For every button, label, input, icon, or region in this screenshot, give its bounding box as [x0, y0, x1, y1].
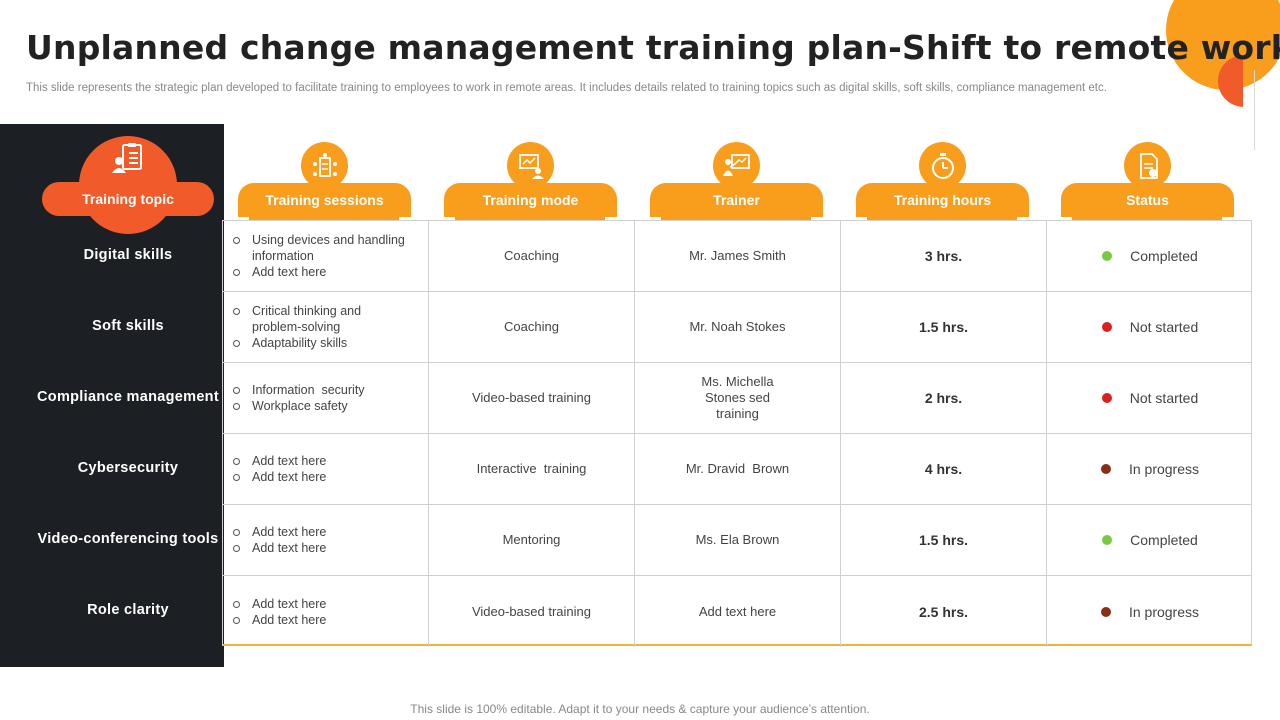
sessions-cell: Critical thinking and problem-solving Ad… — [223, 292, 429, 362]
topic-label: Digital skills — [83, 247, 173, 263]
status-dot — [1101, 393, 1112, 403]
header-trainer: Trainer — [650, 183, 823, 217]
stopwatch-icon — [919, 142, 966, 189]
hours-cell: 1.5 hrs. — [841, 292, 1047, 362]
status-dot — [1100, 464, 1111, 474]
session-item: Critical thinking and problem-solving — [233, 303, 373, 335]
sessions-cell: Add text here Add text here — [223, 576, 429, 647]
status-text: Completed — [1130, 532, 1198, 548]
topic-label: Compliance management — [37, 389, 219, 405]
status-document-icon — [1124, 142, 1171, 189]
status-text: Not started — [1129, 390, 1199, 406]
mode-cell: Mentoring — [429, 505, 635, 575]
header-training-hours: Training hours — [856, 183, 1029, 217]
table-row: Information security Workplace safety Vi… — [223, 363, 1251, 434]
trainer-cell: Mr. James Smith — [635, 221, 841, 291]
presentation-screen-icon — [507, 142, 554, 189]
status-text: Completed — [1130, 248, 1198, 264]
hours-cell: 3 hrs. — [841, 221, 1047, 291]
hours-cell: 1.5 hrs. — [841, 505, 1047, 575]
status-dot — [1100, 606, 1111, 617]
trainer-cell: Ms. Michella Stones sed training — [635, 363, 841, 433]
header-status: Status — [1061, 183, 1234, 217]
table-row: Critical thinking and problem-solving Ad… — [223, 292, 1251, 363]
topic-label: Video-conferencing tools — [37, 531, 219, 547]
header-training-sessions: Training sessions — [238, 183, 411, 217]
session-item: Add text here — [233, 469, 326, 485]
status-cell: In progress — [1047, 576, 1253, 647]
sessions-cell: Using devices and handling information A… — [223, 221, 429, 291]
header-training-topic: Training topic — [42, 182, 214, 216]
sessions-cell: Add text here Add text here — [223, 505, 429, 575]
building-network-icon — [301, 142, 348, 189]
status-dot — [1102, 251, 1113, 261]
session-item: Add text here — [233, 596, 326, 612]
decorative-line — [1254, 70, 1255, 150]
header-underline — [661, 217, 811, 220]
header-underline — [455, 217, 605, 220]
table-row: Add text here Add text here Interactive … — [223, 434, 1251, 505]
status-dot — [1102, 535, 1113, 545]
status-text: Not started — [1129, 319, 1199, 335]
training-plan-table: Using devices and handling information A… — [222, 220, 1252, 647]
sessions-cell: Add text here Add text here — [223, 434, 429, 504]
session-item: Adaptability skills — [233, 335, 373, 351]
sessions-cell: Information security Workplace safety — [223, 363, 429, 433]
topic-label: Role clarity — [87, 602, 169, 618]
trainer-cell: Mr. Dravid Brown — [635, 434, 841, 504]
mode-cell: Coaching — [429, 292, 635, 362]
table-row: Using devices and handling information A… — [223, 221, 1251, 292]
status-cell: Not started — [1047, 292, 1253, 362]
session-item: Add text here — [233, 612, 326, 628]
mode-cell: Video-based training — [429, 363, 635, 433]
trainer-cell: Add text here — [635, 576, 841, 647]
session-item: Add text here — [233, 524, 326, 540]
trainer-cell: Mr. Noah Stokes — [635, 292, 841, 362]
hours-cell: 2.5 hrs. — [841, 576, 1047, 647]
mode-cell: Coaching — [429, 221, 635, 291]
topic-label: Soft skills — [92, 318, 164, 334]
status-cell: Not started — [1047, 363, 1253, 433]
status-dot — [1101, 322, 1112, 332]
table-row: Add text here Add text here Mentoring Ms… — [223, 505, 1251, 576]
slide-footer: This slide is 100% editable. Adapt it to… — [410, 702, 870, 716]
header-underline — [867, 217, 1017, 220]
trainer-cell: Ms. Ela Brown — [635, 505, 841, 575]
header-underline — [249, 217, 399, 220]
session-item: Information security — [233, 382, 365, 398]
slide-subtitle: This slide represents the strategic plan… — [26, 82, 1107, 94]
status-text: In progress — [1128, 603, 1200, 620]
trainer-board-icon — [713, 142, 760, 189]
clipboard-user-icon — [112, 143, 142, 173]
mode-cell: Video-based training — [429, 576, 635, 647]
status-cell: Completed — [1047, 221, 1253, 291]
header-underline — [1072, 217, 1222, 220]
table-row: Add text here Add text here Video-based … — [223, 576, 1251, 647]
status-text: In progress — [1128, 461, 1200, 477]
session-item: Workplace safety — [233, 398, 365, 414]
hours-cell: 4 hrs. — [841, 434, 1047, 504]
hours-cell: 2 hrs. — [841, 363, 1047, 433]
header-training-mode: Training mode — [444, 183, 617, 217]
mode-cell: Interactive training — [429, 434, 635, 504]
slide-title: Unplanned change management training pla… — [26, 28, 1280, 67]
session-item: Add text here — [233, 540, 326, 556]
session-item: Add text here — [233, 453, 326, 469]
session-item: Add text here — [233, 264, 418, 280]
status-cell: In progress — [1047, 434, 1253, 504]
status-cell: Completed — [1047, 505, 1253, 575]
session-item: Using devices and handling information — [233, 232, 418, 264]
topic-label: Cybersecurity — [77, 460, 179, 476]
